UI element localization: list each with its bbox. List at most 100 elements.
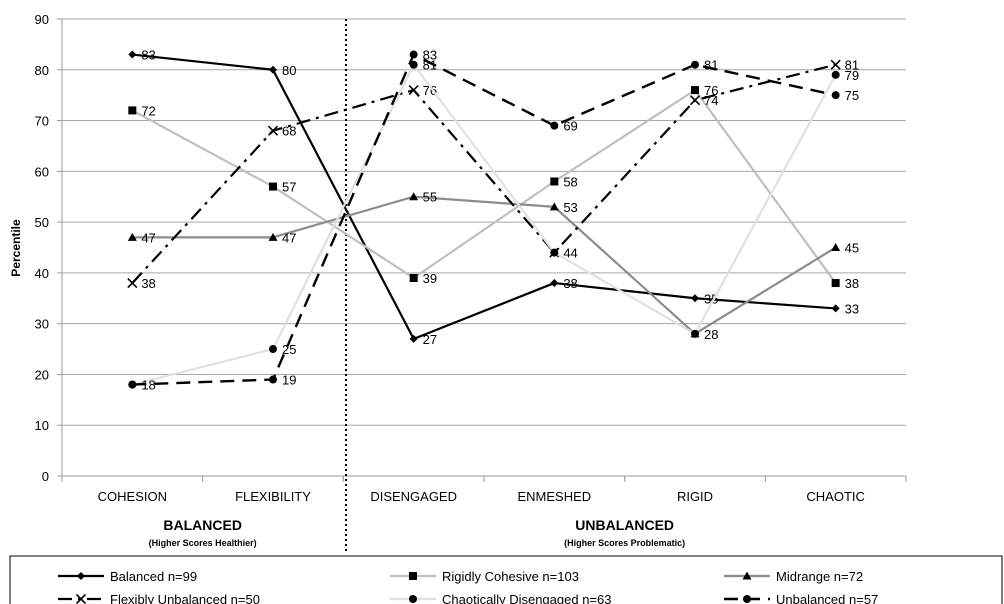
marker-stroke: [267, 125, 279, 136]
data-point-marker: [831, 91, 840, 100]
legend-label: Rigidly Cohesive n=103: [442, 569, 579, 584]
y-tick-label: 10: [35, 418, 49, 433]
x-tick-label: RIGID: [677, 489, 713, 504]
y-tick-label: 50: [35, 215, 49, 230]
data-label: 81: [704, 58, 718, 73]
legend: Balanced n=99 Rigidly Cohesive n=103 Midra…: [9, 555, 1003, 604]
legend-item: Balanced n=99: [58, 569, 197, 584]
series-2: 47 47 55 53 28 45: [127, 190, 859, 342]
data-label: 44: [563, 246, 577, 261]
marker-stroke: [408, 85, 419, 96]
data-label: 47: [141, 230, 155, 245]
gridlines: [57, 18, 906, 477]
y-axis-tick-labels: 0 10 20 30 40 50 60 70 80 90: [35, 12, 49, 484]
series-line: [132, 63, 837, 386]
legend-item: Flexibly Unbalanced n=50: [58, 592, 260, 604]
data-point-marker: [269, 182, 277, 191]
data-label: 80: [282, 63, 296, 78]
data-point-marker: [409, 273, 418, 282]
data-point-marker: [75, 593, 87, 604]
y-tick-label: 0: [42, 469, 49, 484]
data-point-marker: [831, 243, 841, 251]
y-tick-label: 80: [35, 63, 49, 78]
group-subtitle: (Higher Scores Healthier): [149, 538, 257, 548]
data-point-marker: [128, 106, 137, 115]
legend-item: Rigidly Cohesive n=103: [390, 569, 579, 584]
legend-item: Chaotically Disengaged n=63: [390, 592, 611, 604]
data-point-marker: [267, 125, 279, 136]
data-label: 38: [141, 276, 155, 291]
x-tick-label: CHAOTIC: [806, 489, 865, 504]
legend-label: Chaotically Disengaged n=63: [442, 592, 611, 604]
data-label: 74: [704, 93, 718, 108]
data-label: 18: [141, 378, 155, 393]
marker-stroke: [689, 95, 701, 106]
marker-stroke: [830, 59, 841, 70]
legend-label: Unbalanced n=57: [776, 592, 878, 604]
data-label: 19: [282, 373, 296, 388]
series-1: 72 57 39 58 76 38: [128, 83, 859, 291]
y-tick-label: 40: [35, 266, 49, 281]
group-subtitle: (Higher Scores Problematic): [564, 538, 685, 548]
data-point-marker: [831, 279, 840, 288]
data-label: 38: [563, 276, 577, 291]
y-tick-label: 70: [35, 114, 49, 129]
data-label: 27: [423, 332, 437, 347]
series-line: [132, 53, 836, 386]
data-point-marker: [409, 192, 419, 201]
category-group-labels: BALANCED (Higher Scores Healthier) UNBALAN…: [149, 517, 686, 548]
data-label: 83: [423, 48, 437, 63]
series-line: [132, 195, 837, 335]
data-label: 38: [845, 276, 859, 291]
data-label: 81: [845, 58, 859, 73]
marker-stroke: [127, 277, 138, 289]
data-point-marker: [830, 59, 841, 70]
data-point-marker: [409, 595, 417, 603]
legend-label: Midrange n=72: [776, 569, 863, 584]
data-point-marker: [127, 277, 138, 289]
data-label: 47: [282, 230, 296, 245]
data-point-marker: [743, 595, 751, 603]
series-5: 19 83 69 81 75: [128, 48, 859, 389]
data-label: 33: [845, 301, 859, 316]
y-tick-label: 60: [35, 164, 49, 179]
data-point-marker: [691, 294, 699, 303]
data-point-marker: [269, 65, 277, 74]
data-label: 83: [141, 48, 155, 63]
data-point-marker: [550, 279, 559, 288]
legend-item: Midrange n=72: [724, 569, 863, 584]
x-axis-tick-marks: [61, 476, 907, 482]
x-tick-label: COHESION: [98, 489, 167, 504]
legend-label: Balanced n=99: [110, 569, 197, 584]
data-point-marker: [128, 50, 137, 59]
data-label: 25: [282, 342, 296, 357]
group-title: BALANCED: [163, 517, 242, 533]
data-point-marker: [408, 85, 419, 96]
data-point-marker: [409, 60, 418, 69]
data-point-marker: [691, 60, 699, 69]
x-tick-label: ENMESHED: [517, 489, 591, 504]
data-point-marker: [269, 375, 277, 384]
data-point-marker: [742, 571, 752, 580]
group-title: UNBALANCED: [575, 517, 674, 533]
data-label: 72: [141, 103, 155, 118]
y-tick-label: 30: [35, 317, 49, 332]
data-point-marker: [831, 304, 840, 313]
data-label: 39: [423, 271, 437, 286]
data-label: 28: [704, 327, 718, 342]
data-point-marker: [409, 50, 418, 59]
marker-stroke: [75, 593, 87, 604]
data-point-marker: [550, 177, 559, 186]
series-line: [132, 53, 836, 340]
data-label: 55: [423, 190, 437, 205]
data-label: 79: [845, 68, 859, 83]
data-label: 69: [563, 119, 577, 134]
legend-frame: [9, 555, 1003, 604]
y-tick-label: 90: [35, 12, 49, 27]
data-point-marker: [409, 334, 418, 343]
x-tick-label: FLEXIBILITY: [235, 489, 311, 504]
y-axis-label: Percentile: [9, 219, 23, 277]
